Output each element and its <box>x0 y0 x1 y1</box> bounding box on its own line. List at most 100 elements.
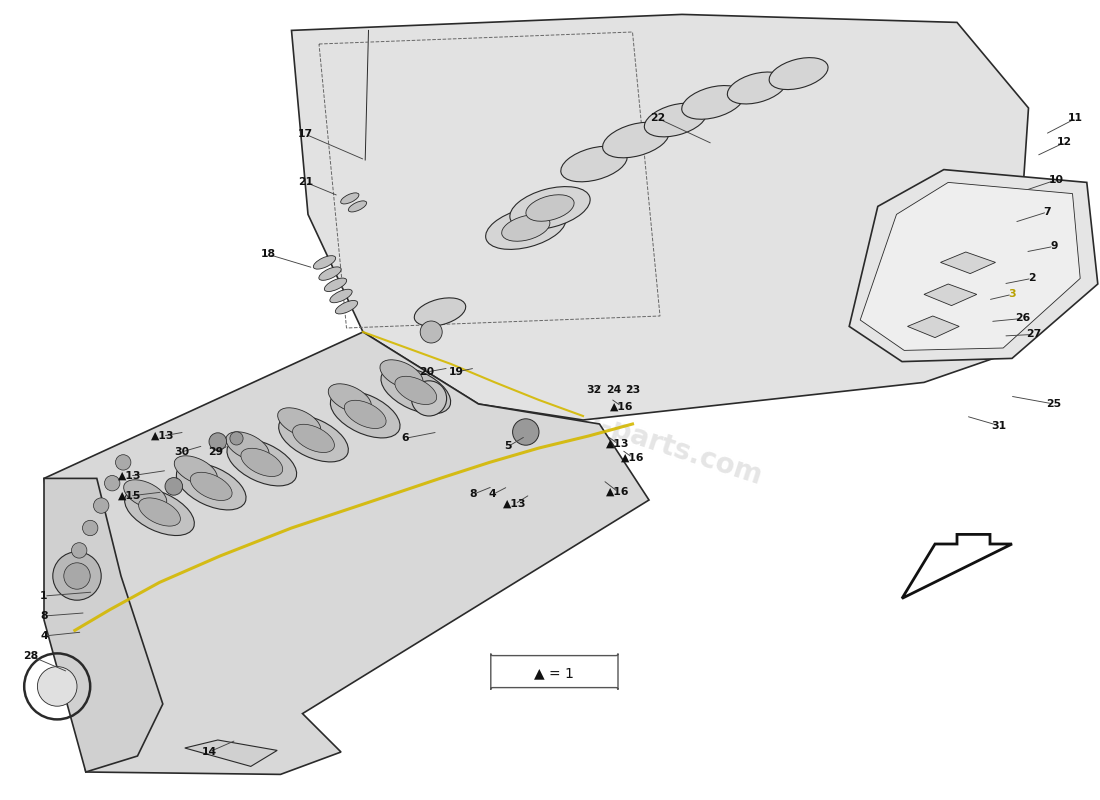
Text: 8: 8 <box>41 611 47 621</box>
Text: 29: 29 <box>208 447 223 457</box>
Text: ▲13: ▲13 <box>118 471 142 481</box>
Polygon shape <box>924 284 977 306</box>
Circle shape <box>94 498 109 514</box>
Text: ▲16: ▲16 <box>620 453 645 462</box>
Ellipse shape <box>123 480 167 509</box>
Ellipse shape <box>278 415 349 462</box>
Text: 18: 18 <box>261 250 276 259</box>
Circle shape <box>64 563 90 589</box>
Text: 6: 6 <box>402 434 408 443</box>
Ellipse shape <box>139 498 180 526</box>
Ellipse shape <box>509 186 591 230</box>
Polygon shape <box>908 316 959 338</box>
Ellipse shape <box>319 267 341 280</box>
Text: 31: 31 <box>991 421 1006 430</box>
Ellipse shape <box>330 391 400 438</box>
Text: ▲13: ▲13 <box>151 431 175 441</box>
Ellipse shape <box>176 463 246 510</box>
Ellipse shape <box>727 72 786 104</box>
Ellipse shape <box>277 408 321 437</box>
Ellipse shape <box>682 86 744 119</box>
Polygon shape <box>940 252 996 274</box>
Text: 10: 10 <box>1048 175 1064 185</box>
Polygon shape <box>44 478 163 772</box>
Circle shape <box>165 478 183 495</box>
Ellipse shape <box>341 193 359 204</box>
Text: 23: 23 <box>625 386 640 395</box>
Text: 17: 17 <box>298 130 314 139</box>
Text: 4: 4 <box>490 490 496 499</box>
Text: 12: 12 <box>1057 138 1072 147</box>
Circle shape <box>420 321 442 343</box>
Text: 30: 30 <box>174 447 189 457</box>
Circle shape <box>82 520 98 536</box>
Circle shape <box>53 552 101 600</box>
Text: 7: 7 <box>1044 207 1050 217</box>
Ellipse shape <box>645 103 706 137</box>
Ellipse shape <box>336 301 358 314</box>
Ellipse shape <box>502 214 550 242</box>
Text: ▲15: ▲15 <box>118 491 142 501</box>
Text: 32: 32 <box>586 386 602 395</box>
Text: 5: 5 <box>505 442 512 451</box>
Text: ▲ = 1: ▲ = 1 <box>535 666 574 681</box>
Text: 11: 11 <box>1068 114 1084 123</box>
Ellipse shape <box>769 58 828 90</box>
Ellipse shape <box>561 146 627 182</box>
Text: 22: 22 <box>650 114 666 123</box>
Ellipse shape <box>526 194 574 222</box>
Circle shape <box>411 381 447 416</box>
Ellipse shape <box>324 278 346 291</box>
Polygon shape <box>849 170 1098 362</box>
Ellipse shape <box>227 439 297 486</box>
Text: 20: 20 <box>419 367 435 377</box>
Ellipse shape <box>379 360 424 389</box>
Text: 24: 24 <box>606 386 621 395</box>
Circle shape <box>513 418 539 445</box>
Text: custom-Ferrari-parts.com: custom-Ferrari-parts.com <box>377 341 767 491</box>
Ellipse shape <box>190 472 232 501</box>
Polygon shape <box>44 332 649 774</box>
Ellipse shape <box>485 206 566 250</box>
Text: 14: 14 <box>201 747 217 757</box>
Ellipse shape <box>415 298 465 326</box>
Ellipse shape <box>603 122 669 158</box>
Ellipse shape <box>124 489 195 535</box>
Text: ▲13: ▲13 <box>503 499 527 509</box>
Ellipse shape <box>395 376 437 405</box>
Ellipse shape <box>344 400 386 429</box>
Polygon shape <box>292 14 1028 420</box>
Text: 4: 4 <box>41 631 47 641</box>
Text: 8: 8 <box>470 490 476 499</box>
Ellipse shape <box>328 384 372 413</box>
Text: 2: 2 <box>1028 274 1035 283</box>
Text: ▲16: ▲16 <box>609 402 634 411</box>
Circle shape <box>230 432 243 445</box>
Text: ▲16: ▲16 <box>606 487 630 497</box>
Text: 27: 27 <box>1026 330 1042 339</box>
Text: 21: 21 <box>298 178 314 187</box>
Ellipse shape <box>293 424 334 453</box>
Polygon shape <box>185 740 277 766</box>
Polygon shape <box>860 182 1080 350</box>
Ellipse shape <box>226 432 270 461</box>
FancyBboxPatch shape <box>491 654 618 690</box>
Polygon shape <box>902 534 1012 598</box>
Text: 9: 9 <box>1050 242 1057 251</box>
Text: 1: 1 <box>41 591 47 601</box>
Text: 3: 3 <box>1009 290 1015 299</box>
Ellipse shape <box>349 201 366 212</box>
Text: 25: 25 <box>1046 399 1062 409</box>
Circle shape <box>116 454 131 470</box>
Text: 26: 26 <box>1015 314 1031 323</box>
Ellipse shape <box>381 367 451 414</box>
Ellipse shape <box>314 256 336 269</box>
Circle shape <box>209 433 227 450</box>
Ellipse shape <box>330 290 352 302</box>
Ellipse shape <box>241 448 283 477</box>
Text: ▲13: ▲13 <box>606 439 630 449</box>
Circle shape <box>72 542 87 558</box>
Ellipse shape <box>174 456 218 485</box>
Circle shape <box>104 475 120 491</box>
Circle shape <box>37 666 77 706</box>
